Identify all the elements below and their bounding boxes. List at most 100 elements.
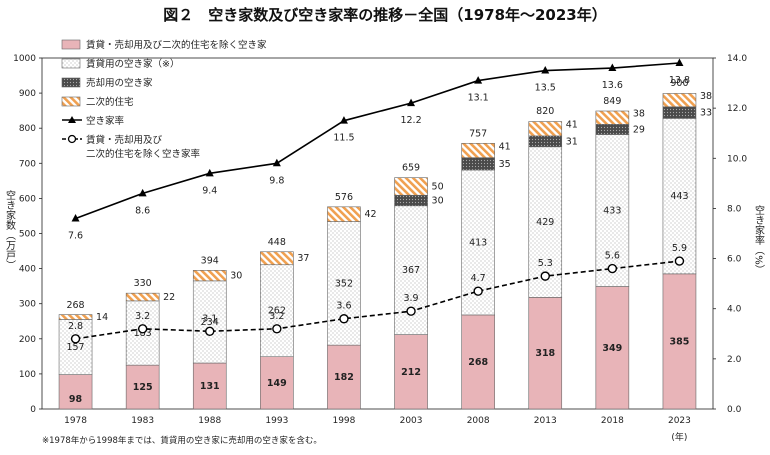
bar-segment-second — [192, 270, 227, 282]
legend-swatch — [61, 96, 81, 107]
y-tick-label: 700 — [19, 159, 36, 169]
bar-segment-other — [58, 374, 93, 410]
bar-total-label: 820 — [536, 106, 554, 117]
bar-segment-rent — [662, 118, 697, 275]
bar-segment-sale — [394, 194, 428, 207]
other-vacancy-rate-label: 5.9 — [672, 243, 687, 254]
bar-segment-second — [260, 251, 294, 266]
bar-segment-second — [662, 93, 697, 108]
bar-segment-rent — [595, 134, 630, 287]
vacancy-rate-marker — [474, 76, 483, 84]
legend-label: 空き家率 — [86, 115, 125, 127]
y2-tick-label: 4.0 — [727, 305, 742, 315]
bar-segment-other — [327, 344, 361, 410]
vacancy-rate-marker — [71, 213, 80, 222]
bar-segment-other — [461, 314, 495, 410]
y2-tick-label: 0.0 — [727, 405, 742, 415]
other-vacancy-rate-marker — [70, 334, 81, 344]
vacancy-rate-marker — [272, 158, 281, 167]
vacancy-rate-label: 8.6 — [135, 205, 150, 216]
bar-segment-rent — [58, 319, 93, 375]
x-tick-label: 1993 — [265, 416, 288, 426]
bar-segment-other — [595, 286, 630, 410]
y-tick-label: 500 — [19, 230, 36, 240]
bar-value-label: 41 — [499, 141, 511, 152]
x-tick-label: 1978 — [64, 416, 87, 426]
legend-swatch — [61, 39, 81, 50]
legend-line-marker — [68, 116, 76, 123]
bar-segment-other — [662, 273, 697, 410]
legend-line-marker — [67, 134, 77, 144]
bar-segment-sale — [528, 135, 563, 148]
y-tick-label: 100 — [19, 370, 36, 380]
bar-value-label: 234 — [201, 317, 219, 328]
y-tick-label: 200 — [19, 335, 36, 345]
bar-value-label: 31 — [566, 136, 578, 147]
bar-value-label: 149 — [267, 378, 287, 389]
x-tick-label: 2013 — [534, 416, 557, 426]
bar-total-label: 268 — [66, 300, 84, 311]
other-vacancy-rate-label: 3.9 — [403, 293, 418, 304]
bar-segment-sale — [461, 157, 495, 171]
bar-value-label: 33 — [700, 108, 712, 119]
bar-segment-second — [58, 314, 93, 320]
bar-segment-other — [125, 364, 160, 410]
other-vacancy-rate-marker — [607, 263, 618, 274]
bar-segment-second — [394, 177, 428, 196]
bar-value-label: 37 — [297, 253, 309, 264]
legend-swatch — [61, 58, 81, 69]
vacancy-rate-marker — [675, 58, 684, 67]
other-vacancy-rate-label: 2.8 — [68, 321, 83, 332]
bar-value-label: 367 — [402, 265, 420, 276]
legend-label: 二次的住宅を除く空き家率 — [86, 148, 201, 160]
x-tick-label: 1983 — [131, 416, 154, 426]
bar-segment-other — [260, 356, 294, 410]
other-vacancy-rate-label: 3.1 — [202, 313, 217, 324]
bar-value-label: 349 — [602, 343, 622, 354]
y-axis-title: 空き家数（万戸） — [4, 189, 16, 270]
y-tick-label: 0 — [30, 405, 36, 415]
legend-swatch — [61, 77, 81, 88]
other-vacancy-rate-marker — [339, 314, 349, 324]
x-tick-label: 1998 — [332, 416, 355, 426]
bar-value-label: 318 — [535, 348, 555, 359]
bar-value-label: 30 — [432, 196, 444, 207]
legend-label: 売却用の空き家 — [86, 77, 153, 89]
legend-label: 二次的住宅 — [86, 96, 134, 108]
other-vacancy-rate-marker — [137, 324, 148, 334]
bar-value-label: 38 — [633, 109, 645, 120]
vacancy-rate-marker — [339, 116, 348, 124]
other-vacancy-rate-label: 5.6 — [605, 251, 620, 262]
other-vacancy-rate-marker — [205, 326, 215, 336]
legend-label: 賃貸・売却用及び — [86, 134, 163, 146]
y-tick-label: 400 — [19, 265, 36, 275]
bar-segment-second — [125, 292, 160, 302]
y-tick-label: 600 — [19, 194, 36, 204]
vacancy-rate-marker — [407, 98, 416, 107]
bar-value-label: 29 — [633, 124, 645, 135]
y-tick-label: 800 — [19, 124, 36, 134]
bar-value-label: 212 — [401, 367, 421, 378]
other-vacancy-rate-label: 3.2 — [135, 311, 150, 322]
bar-value-label: 125 — [133, 382, 153, 393]
bar-total-label: 576 — [335, 192, 353, 203]
other-vacancy-rate-label: 4.7 — [471, 273, 486, 284]
bar-total-label: 849 — [603, 96, 621, 107]
bar-value-label: 42 — [364, 209, 376, 220]
bar-total-label: 659 — [402, 163, 420, 174]
y2-tick-label: 2.0 — [727, 355, 742, 365]
y2-tick-label: 12.0 — [727, 104, 747, 114]
bar-value-label: 14 — [96, 312, 108, 323]
vacancy-rate-label: 9.4 — [202, 185, 217, 196]
x-tick-label: 2008 — [467, 416, 490, 426]
vacancy-rate-label: 13.6 — [602, 80, 623, 91]
other-vacancy-rate-label: 3.2 — [269, 311, 284, 322]
x-tick-label: 1988 — [198, 416, 221, 426]
vacancy-rate-label: 13.8 — [669, 75, 690, 86]
vacancy-rate-label: 11.5 — [333, 133, 354, 144]
other-vacancy-rate-marker — [406, 306, 416, 316]
bar-value-label: 50 — [432, 181, 444, 192]
bar-segment-sale — [595, 124, 630, 135]
bar-value-label: 182 — [334, 372, 354, 383]
